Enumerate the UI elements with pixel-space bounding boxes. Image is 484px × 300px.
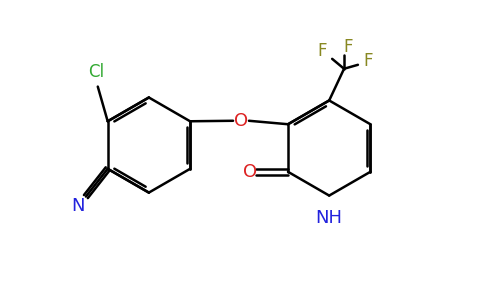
Text: O: O — [234, 112, 248, 130]
Text: NH: NH — [316, 209, 343, 227]
Text: F: F — [318, 42, 327, 60]
Text: N: N — [71, 197, 85, 215]
Text: F: F — [343, 38, 353, 56]
Text: O: O — [243, 163, 257, 181]
Text: Cl: Cl — [88, 63, 104, 81]
Text: F: F — [363, 52, 373, 70]
